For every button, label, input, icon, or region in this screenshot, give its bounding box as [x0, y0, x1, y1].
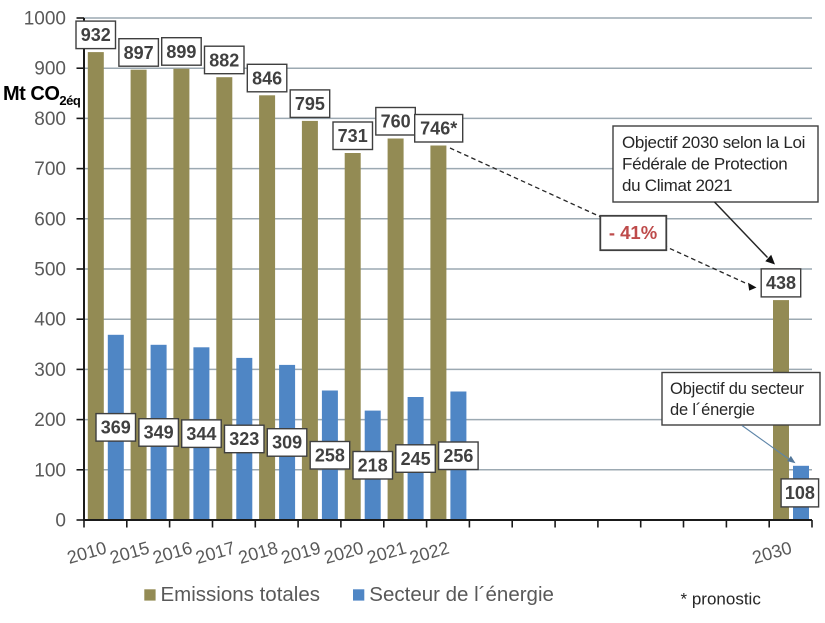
svg-text:- 41%: - 41% — [609, 222, 657, 243]
svg-text:0: 0 — [55, 511, 66, 532]
svg-text:1000: 1000 — [24, 9, 66, 30]
svg-text:* pronostic: * pronostic — [681, 590, 762, 609]
svg-text:100: 100 — [34, 460, 66, 481]
svg-text:846: 846 — [252, 68, 282, 88]
svg-text:256: 256 — [443, 446, 473, 466]
svg-text:882: 882 — [209, 50, 239, 70]
svg-text:932: 932 — [81, 25, 111, 45]
svg-text:899: 899 — [166, 42, 196, 62]
svg-text:731: 731 — [338, 126, 368, 146]
svg-text:700: 700 — [34, 159, 66, 180]
svg-text:800: 800 — [34, 109, 66, 130]
svg-text:438: 438 — [766, 273, 796, 293]
svg-text:344: 344 — [186, 424, 216, 444]
svg-text:309: 309 — [272, 433, 302, 453]
svg-text:746*: 746* — [420, 119, 457, 139]
svg-text:200: 200 — [34, 410, 66, 431]
svg-text:600: 600 — [34, 209, 66, 230]
svg-text:897: 897 — [124, 43, 154, 63]
svg-text:300: 300 — [34, 360, 66, 381]
svg-text:795: 795 — [295, 94, 325, 114]
svg-text:500: 500 — [34, 260, 66, 281]
svg-text:369: 369 — [101, 418, 131, 438]
svg-text:218: 218 — [358, 456, 388, 476]
svg-text:349: 349 — [144, 423, 174, 443]
svg-text:323: 323 — [229, 429, 259, 449]
svg-text:400: 400 — [34, 310, 66, 331]
svg-text:108: 108 — [785, 483, 815, 503]
svg-text:900: 900 — [34, 59, 66, 80]
svg-text:Secteur de l´énergie: Secteur de l´énergie — [369, 583, 554, 606]
svg-text:245: 245 — [401, 449, 431, 469]
svg-text:Emissions totales: Emissions totales — [161, 583, 321, 606]
svg-text:258: 258 — [315, 446, 345, 466]
svg-text:760: 760 — [381, 112, 411, 132]
